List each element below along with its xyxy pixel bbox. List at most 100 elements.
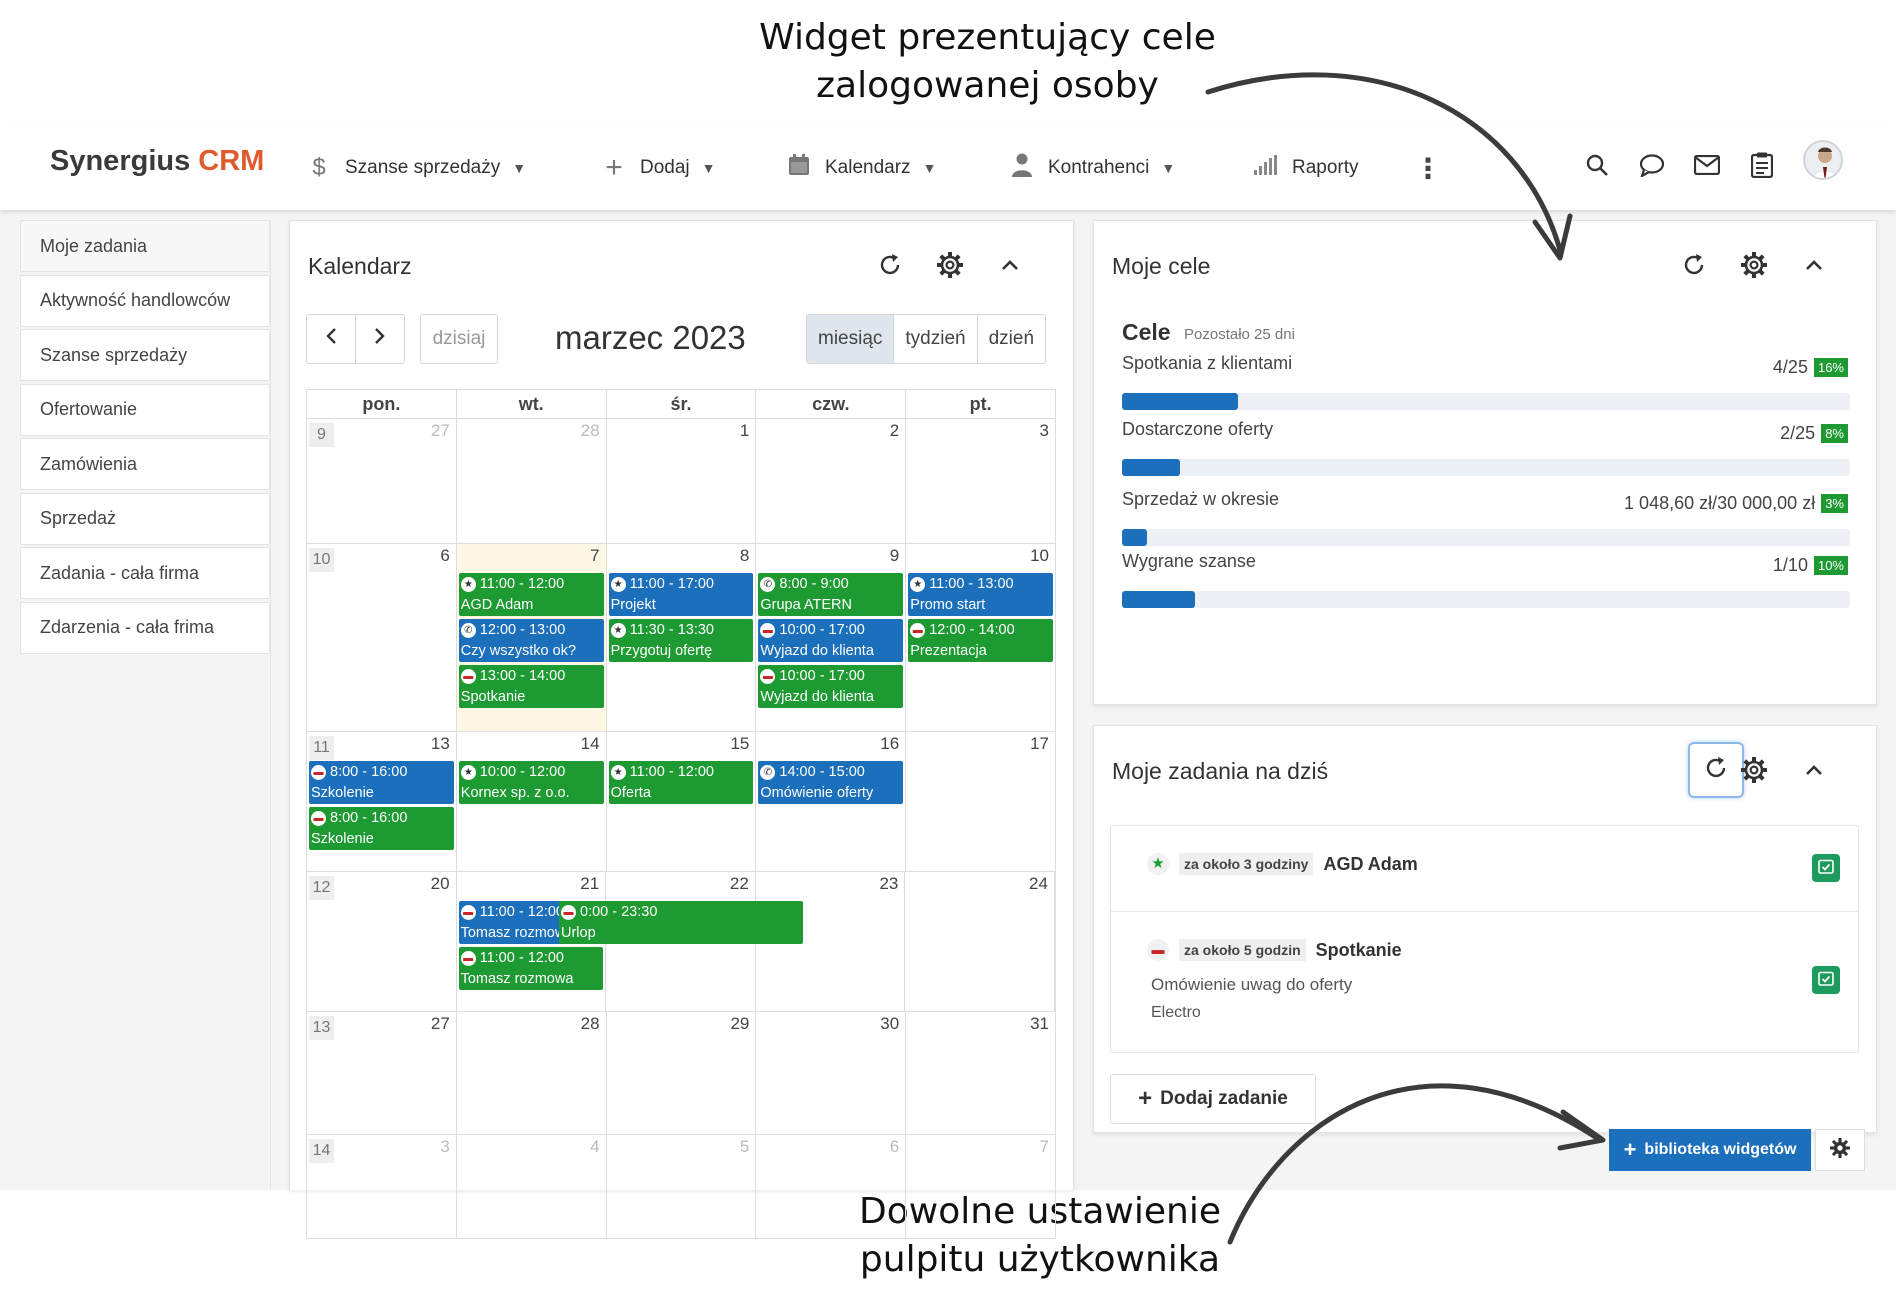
calendar-event[interactable]: ✆ 12:00 - 13:00 Czy wszystko ok? <box>458 619 604 662</box>
logo[interactable]: Synergius CRM <box>50 145 264 178</box>
calendar-day-cell[interactable]: 1 <box>607 419 757 543</box>
task-complete-button[interactable] <box>1812 854 1840 882</box>
calendar-day-cell[interactable]: 3 <box>906 419 1055 543</box>
calendar-collapse-button[interactable] <box>988 245 1032 289</box>
calendar-today-button[interactable]: dzisiaj <box>420 314 498 364</box>
calendar-prev-button[interactable] <box>306 314 356 364</box>
clipboard-button[interactable] <box>1742 147 1782 187</box>
calendar-refresh-button[interactable] <box>868 245 912 289</box>
calendar-day-cell[interactable]: 8 ★ 11:00 - 17:00 Projekt ★ 11:30 - 13:30 Przy… <box>607 544 757 731</box>
calendar-event[interactable]: ▬ 10:00 - 17:00 Wyjazd do klienta <box>758 665 904 708</box>
calendar-event[interactable]: ★ 11:00 - 12:00 AGD Adam <box>458 573 604 616</box>
calendar-day-cell[interactable]: 7 ★ 11:00 - 12:00 AGD Adam ✆ 12:00 - 13:00 Czy… <box>456 544 607 731</box>
calendar-event[interactable]: ▬ 11:00 - 12:00 Tomasz rozmowa <box>458 947 604 990</box>
calendar-day-cell[interactable]: 13 ▬ 8:00 - 16:00 Szkolenie ▬ 8:00 - 16:00 Szk… <box>307 732 457 871</box>
sidebar-item[interactable]: Ofertowanie <box>20 383 270 436</box>
calendar-event[interactable]: ▬ 8:00 - 16:00 Szkolenie <box>309 761 454 804</box>
dashboard-settings-button[interactable] <box>1815 1129 1865 1171</box>
nav-label: Szanse sprzedaży <box>345 157 501 178</box>
star-icon: ★ <box>1147 853 1169 875</box>
calendar-day-cell[interactable]: 17 <box>906 732 1055 871</box>
calendar-event[interactable]: ▬ 0:00 - 23:30 Urlop <box>559 901 803 944</box>
calendar-day-cell[interactable]: 29 <box>607 1012 757 1134</box>
calendar-event[interactable]: ★ 11:30 - 13:30 Przygotuj ofertę <box>608 619 754 662</box>
day-number: 29 <box>730 1014 750 1033</box>
calendar-event[interactable]: ▬ 10:00 - 17:00 Wyjazd do klienta <box>758 619 904 662</box>
calendar-week-row: 13 27 28 29 30 31 <box>306 1012 1056 1135</box>
nav-sales-opportunities[interactable]: $ Szanse sprzedaży ▼ <box>305 151 526 185</box>
calendar-day-cell[interactable]: 9 ✆ 8:00 - 9:00 Grupa ATERN ▬ 10:00 - 17:00 Wy… <box>756 544 907 731</box>
calendar-day-cell[interactable]: 24 <box>905 872 1055 1011</box>
goals-settings-button[interactable] <box>1732 245 1776 289</box>
calendar-day-cell[interactable]: 15 ★ 11:00 - 12:00 Oferta <box>607 732 757 871</box>
calendar-day-cell[interactable]: 10 ★ 11:00 - 13:00 Promo start ▬ 12:00 - 14:0… <box>906 544 1055 731</box>
nav-reports[interactable]: Raporty <box>1252 151 1359 185</box>
sidebar-item[interactable]: Zdarzenia - cała frima <box>20 601 270 654</box>
day-number: 2 <box>889 421 900 440</box>
calendar-settings-button[interactable] <box>928 245 972 289</box>
calendar-event[interactable]: ✆ 8:00 - 9:00 Grupa ATERN <box>758 573 904 616</box>
goals-refresh-button[interactable] <box>1672 245 1716 289</box>
calendar-day-cell[interactable]: 27 <box>307 1012 457 1134</box>
avatar[interactable] <box>1803 140 1843 180</box>
task-title: AGD Adam <box>1323 853 1418 874</box>
calendar-day-cell[interactable]: 14 ★ 10:00 - 12:00 Kornex sp. z o.o. <box>457 732 607 871</box>
task-item[interactable]: ▬ za około 5 godzin Spotkanie Omówienie … <box>1111 911 1858 1053</box>
widget-library-button[interactable]: + biblioteka widgetów <box>1609 1129 1811 1171</box>
calendar-day-cell[interactable]: 4 <box>457 1135 607 1238</box>
nav-calendar[interactable]: Kalendarz ▼ <box>785 151 936 185</box>
search-button[interactable] <box>1577 147 1617 187</box>
sidebar-item[interactable]: Szanse sprzedaży <box>20 329 270 381</box>
add-task-button[interactable]: + Dodaj zadanie <box>1110 1074 1316 1124</box>
sidebar-item[interactable]: Zamówienia <box>20 438 270 490</box>
calendar-event[interactable]: ★ 10:00 - 12:00 Kornex sp. z o.o. <box>458 761 604 804</box>
tasks-collapse-button[interactable] <box>1792 750 1836 794</box>
more-menu-button[interactable]: ⋮ <box>1414 151 1442 185</box>
calendar-event[interactable]: ★ 11:00 - 12:00 Oferta <box>608 761 754 804</box>
task-complete-button[interactable] <box>1812 966 1840 994</box>
calendar-day-cell[interactable]: 16 ✆ 14:00 - 15:00 Omówienie oferty <box>756 732 907 871</box>
task-item[interactable]: ★ za około 3 godziny AGD Adam <box>1111 826 1858 911</box>
calendar-day-cell[interactable]: 6 <box>756 1135 907 1238</box>
nav-label: Raporty <box>1292 157 1359 178</box>
calendar-event[interactable]: ▬ 8:00 - 16:00 Szkolenie <box>309 807 454 850</box>
calendar-day-cell[interactable]: 31 <box>906 1012 1055 1134</box>
calendar-view-option[interactable]: dzień <box>988 328 1035 349</box>
sidebar-item[interactable]: Zadania - cała firma <box>20 547 270 599</box>
event-title: Szkolenie <box>311 831 374 847</box>
calendar-day-cell[interactable]: 28 <box>457 1012 607 1134</box>
goal-value: 4/25 16% <box>1773 357 1848 378</box>
calendar-day-cell[interactable]: 7 <box>906 1135 1055 1238</box>
calendar-event[interactable]: ★ 11:00 - 13:00 Promo start <box>908 573 1053 616</box>
calendar-view-option[interactable]: tydzień <box>894 315 978 363</box>
calendar-day-cell[interactable]: 2 <box>756 419 907 543</box>
nav-contractors[interactable]: Kontrahenci ▼ <box>1008 151 1175 185</box>
calendar-next-button[interactable] <box>355 314 405 364</box>
sidebar-item[interactable]: Sprzedaż <box>20 492 270 545</box>
chat-button[interactable] <box>1632 147 1672 187</box>
goals-collapse-button[interactable] <box>1792 245 1836 289</box>
calendar-event[interactable]: ★ 11:00 - 17:00 Projekt <box>608 573 754 616</box>
calendar-day-cell[interactable]: 20 <box>307 872 457 1011</box>
tasks-settings-button[interactable] <box>1732 750 1776 794</box>
calendar-day-cell[interactable]: 27 <box>307 419 457 543</box>
calendar-event[interactable]: ✆ 14:00 - 15:00 Omówienie oferty <box>758 761 904 804</box>
weekday-label: śr. <box>607 390 757 418</box>
calendar-view-option[interactable]: miesiąc <box>807 315 895 363</box>
calendar-day-cell[interactable]: 5 <box>607 1135 757 1238</box>
event-time: 10:00 - 12:00 <box>479 764 566 780</box>
mail-button[interactable] <box>1687 147 1727 187</box>
calendar-event[interactable]: ▬ 12:00 - 14:00 Prezentacja <box>908 619 1053 662</box>
goal-value-text: 4/25 <box>1772 357 1808 377</box>
sidebar-item[interactable]: Aktywność handlowców <box>20 274 270 327</box>
calendar-day-cell[interactable]: 30 <box>756 1012 907 1134</box>
calendar-event[interactable]: ▬ 13:00 - 14:00 Spotkanie <box>458 665 604 708</box>
sidebar-item[interactable]: Moje zadania <box>20 220 270 272</box>
calendar-day-cell[interactable]: 23 <box>756 872 906 1011</box>
calendar-day-cell[interactable]: 3 <box>307 1135 457 1238</box>
event-time: 8:00 - 16:00 <box>330 810 408 826</box>
nav-add[interactable]: + Dodaj ▼ <box>600 151 715 185</box>
calendar-day-cell[interactable]: 28 <box>457 419 607 543</box>
calendar-day-cell[interactable]: 6 <box>307 544 457 731</box>
star-icon: ★ <box>610 623 626 638</box>
